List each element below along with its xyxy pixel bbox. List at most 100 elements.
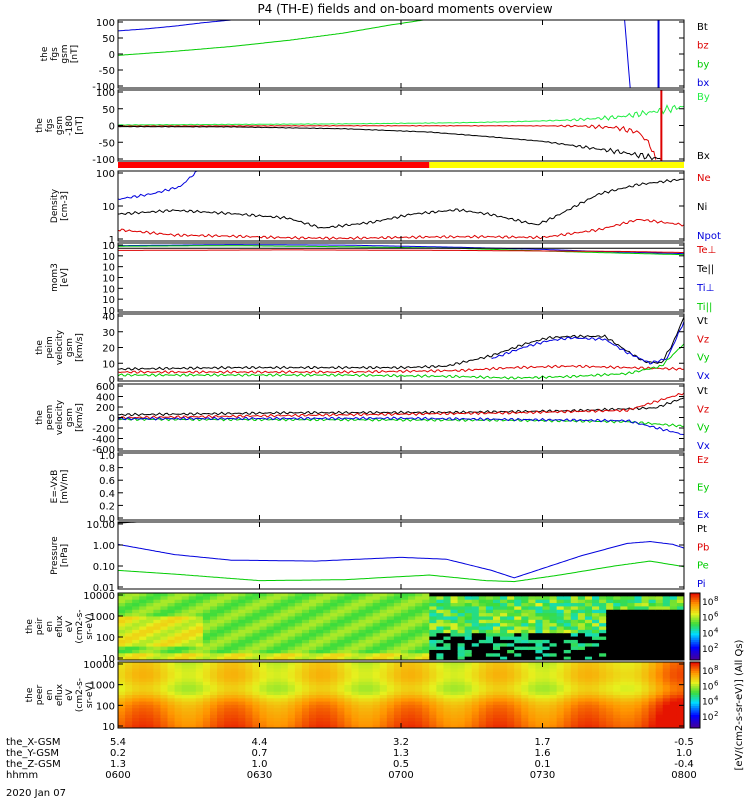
heat-cell	[209, 646, 218, 651]
heat-cell	[167, 681, 176, 686]
heat-cell	[556, 639, 565, 644]
heat-cell	[316, 681, 324, 686]
heat-cell	[584, 633, 593, 638]
heat-cell	[641, 685, 650, 689]
heat-cell	[478, 704, 487, 709]
heat-cell	[309, 609, 317, 614]
heat-cell	[443, 623, 452, 628]
heat-cell	[464, 649, 473, 654]
heat-cell	[478, 649, 487, 654]
heat-cell	[231, 708, 239, 713]
heat-cell	[655, 681, 664, 686]
heat-cell	[514, 724, 522, 728]
heat-cell	[429, 701, 437, 706]
heat-cell	[245, 698, 254, 703]
heat-cell	[528, 646, 537, 651]
heat-cell	[344, 671, 353, 676]
heat-cell	[181, 678, 190, 683]
heat-cell	[563, 643, 572, 648]
heat-cell	[570, 681, 579, 686]
heat-cell	[259, 636, 268, 641]
heat-cell	[372, 616, 381, 621]
heat-cell	[599, 671, 607, 676]
heat-cell	[245, 721, 254, 726]
heat-cell	[408, 685, 416, 689]
xaxis-value: 0.1	[535, 759, 551, 770]
heat-cell	[577, 639, 586, 644]
heat-cell	[620, 685, 628, 689]
heat-cell	[386, 619, 395, 624]
heat-cell	[259, 675, 268, 680]
heat-cell	[294, 704, 303, 709]
heat-cell	[521, 596, 529, 601]
heat-cell	[415, 704, 423, 709]
heat-cell	[514, 603, 522, 607]
heat-cell	[401, 619, 409, 624]
heat-cell	[429, 656, 437, 660]
heat-cell	[153, 714, 162, 719]
heat-cell	[436, 701, 445, 706]
heat-cell	[386, 596, 395, 601]
heat-cell	[238, 691, 246, 696]
heat-cell	[648, 695, 657, 699]
heat-cell	[379, 704, 388, 709]
heat-cell	[577, 626, 586, 631]
heat-cell	[344, 675, 353, 680]
heat-cell	[146, 646, 154, 651]
heat-cell	[351, 599, 360, 604]
heat-cell	[266, 629, 275, 634]
heat-cell	[238, 701, 246, 706]
heat-cell	[521, 599, 529, 604]
heat-cell	[188, 724, 197, 728]
heat-cell	[118, 616, 126, 621]
heat-cell	[365, 671, 374, 676]
heat-cell	[330, 656, 338, 660]
heat-cell	[301, 593, 310, 597]
heat-cell	[648, 698, 657, 703]
ylabel-line: Density	[50, 188, 60, 223]
heat-cell	[294, 643, 303, 648]
heat-cell	[358, 636, 367, 641]
heat-cell	[556, 633, 565, 638]
heat-cell	[436, 678, 445, 683]
heat-cell	[500, 678, 508, 683]
heat-cell	[309, 701, 317, 706]
heat-cell	[563, 636, 572, 641]
heat-cell	[627, 613, 636, 618]
heat-cell	[662, 609, 671, 614]
heat-cell	[542, 711, 551, 716]
panel-frame	[117, 452, 685, 521]
heat-cell	[372, 668, 381, 673]
heat-cell	[330, 653, 338, 658]
heat-cell	[379, 711, 388, 716]
heat-cell	[471, 619, 480, 624]
heat-cell	[599, 609, 607, 614]
heat-cell	[415, 603, 423, 607]
heat-cell	[146, 609, 154, 614]
heat-cell	[252, 708, 261, 713]
heat-cell	[436, 681, 445, 686]
heat-cell	[471, 656, 480, 660]
heat-cell	[606, 593, 614, 597]
heat-cell	[174, 636, 183, 641]
heat-cell	[365, 629, 374, 634]
heat-cell	[118, 681, 126, 686]
heat-cell	[408, 599, 416, 604]
series-Vx	[491, 321, 684, 365]
heat-cell	[358, 656, 367, 660]
heat-cell	[195, 609, 204, 614]
heat-cell	[259, 639, 268, 644]
heat-cell	[485, 643, 494, 648]
heat-cell	[408, 646, 416, 651]
heat-cell	[224, 685, 232, 689]
heat-cell	[217, 701, 225, 706]
heat-cell	[238, 616, 246, 621]
heat-cell	[365, 665, 374, 670]
heat-cell	[146, 695, 154, 699]
heat-cell	[174, 646, 183, 651]
heat-cell	[584, 714, 593, 719]
heat-cell	[132, 636, 140, 641]
heat-cell	[146, 698, 154, 703]
colorbar-cell	[690, 714, 700, 718]
heat-cell	[330, 606, 338, 611]
